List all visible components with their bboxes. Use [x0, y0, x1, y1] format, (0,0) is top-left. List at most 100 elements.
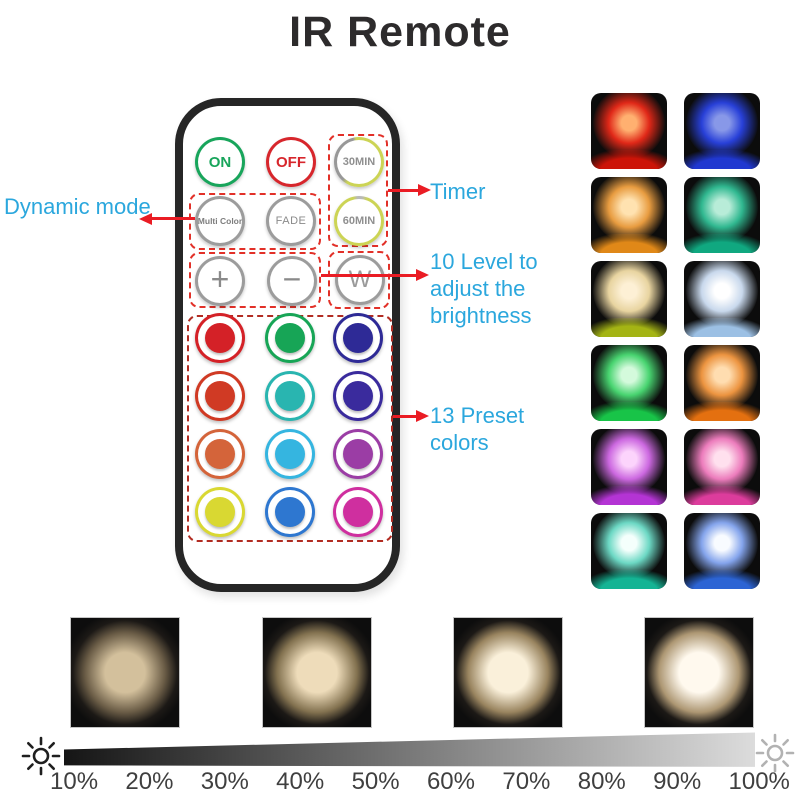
- light-reflection: [684, 402, 760, 421]
- light-reflection: [684, 570, 760, 589]
- multi-color-button[interactable]: Multi Color: [195, 196, 245, 246]
- preset-color-button-skyblue[interactable]: [265, 429, 315, 479]
- off-button[interactable]: OFF: [266, 137, 316, 187]
- light-reflection: [684, 318, 760, 337]
- scale-label: 70%: [502, 768, 551, 795]
- puck-light-glow: [686, 345, 758, 412]
- brightness-demo-photo-2: [262, 617, 372, 728]
- puck-light-glow: [686, 513, 758, 580]
- color-demo-tile-amber: [591, 177, 667, 253]
- brightness-down-button[interactable]: −: [267, 256, 317, 306]
- puck-light-glow: [593, 345, 665, 412]
- light-reflection: [591, 150, 667, 169]
- preset-color-button-teal[interactable]: [265, 371, 315, 421]
- warm-light-glow: [645, 618, 753, 727]
- preset-color-button-orange[interactable]: [195, 429, 245, 479]
- scale-label: 10%: [50, 768, 99, 795]
- brightness-demo-photo-4: [644, 617, 754, 728]
- sun-bright-icon: [755, 733, 795, 773]
- plus-label: +: [210, 261, 230, 297]
- scale-label: 100%: [728, 768, 790, 795]
- brightness-arrowhead-icon: [416, 269, 429, 281]
- preset-color-button-blue[interactable]: [265, 487, 315, 537]
- brightness-scale-labels: 10% 20% 30% 40% 50% 60% 70% 80% 90% 100%: [50, 768, 790, 796]
- color-demo-tile-red: [591, 93, 667, 169]
- multi-color-label: Multi Color: [197, 216, 243, 226]
- color-demo-tile-warm-yellow: [591, 261, 667, 337]
- fade-button[interactable]: FADE: [266, 196, 316, 246]
- scale-label: 90%: [653, 768, 702, 795]
- brightness-gradient-bar: [64, 732, 755, 767]
- scale-label: 80%: [577, 768, 626, 795]
- preset-color-button-red[interactable]: [195, 313, 245, 363]
- preset-color-button-vermilion[interactable]: [195, 371, 245, 421]
- preset-color-button-green[interactable]: [265, 313, 315, 363]
- puck-light-glow: [593, 513, 665, 580]
- dynamic-mode-arrowhead-icon: [139, 213, 152, 225]
- timer-arrowhead-icon: [418, 184, 431, 196]
- sun-dim-icon: [21, 736, 61, 776]
- puck-light-glow: [593, 177, 665, 244]
- color-demo-tile-skyblue: [684, 513, 760, 589]
- color-demo-grid: [591, 93, 760, 589]
- brightness-up-button[interactable]: +: [195, 256, 245, 306]
- preset-color-button-indigo[interactable]: [333, 371, 383, 421]
- warm-light-glow: [263, 618, 371, 727]
- off-button-label: OFF: [276, 153, 306, 171]
- light-reflection: [684, 234, 760, 253]
- color-demo-tile-teal: [684, 177, 760, 253]
- color-demo-tile-aqua: [591, 513, 667, 589]
- scale-label: 50%: [351, 768, 400, 795]
- light-reflection: [684, 150, 760, 169]
- timer-group-outline: [328, 134, 388, 247]
- color-demo-tile-cool-white: [684, 261, 760, 337]
- on-button-label: ON: [208, 153, 232, 171]
- color-demo-tile-orange: [684, 345, 760, 421]
- puck-light-glow: [593, 429, 665, 496]
- brightness-demo-photo-3: [453, 617, 563, 728]
- light-reflection: [591, 318, 667, 337]
- on-button[interactable]: ON: [195, 137, 245, 187]
- puck-light-glow: [593, 93, 665, 160]
- preset-colors-label: 13 Preset colors: [430, 403, 525, 455]
- white-button-outline: [328, 251, 390, 309]
- scale-label: 60%: [426, 768, 475, 795]
- preset-color-button-magenta[interactable]: [333, 487, 383, 537]
- scale-label: 20%: [125, 768, 174, 795]
- light-reflection: [591, 402, 667, 421]
- preset-color-button-navy[interactable]: [333, 313, 383, 363]
- timer-30min-button[interactable]: 30MIN: [334, 137, 384, 187]
- puck-light-glow: [686, 429, 758, 496]
- timer-60min-label: 60MIN: [342, 215, 376, 227]
- warm-light-glow: [454, 618, 562, 727]
- brightness-group-outline: [189, 252, 321, 308]
- minus-label: −: [282, 261, 302, 297]
- white-button-label: W: [348, 266, 372, 293]
- color-demo-tile-pink: [684, 429, 760, 505]
- scale-label: 40%: [276, 768, 325, 795]
- light-reflection: [591, 570, 667, 589]
- brightness-demo-photo-1: [70, 617, 180, 728]
- light-reflection: [591, 234, 667, 253]
- warm-light-glow: [71, 618, 179, 727]
- scale-label: 30%: [200, 768, 249, 795]
- timer-30min-label: 30MIN: [342, 156, 376, 168]
- preset-arrowhead-icon: [416, 410, 429, 422]
- white-button[interactable]: W: [335, 255, 385, 305]
- timer-label: Timer: [430, 179, 486, 204]
- preset-color-button-purple[interactable]: [333, 429, 383, 479]
- timer-60min-button[interactable]: 60MIN: [334, 196, 384, 246]
- dynamic-mode-label: Dynamic mode: [4, 194, 151, 219]
- puck-light-glow: [686, 177, 758, 244]
- color-demo-tile-blue: [684, 93, 760, 169]
- dynamic-mode-group-outline: [189, 193, 321, 250]
- preset-color-button-yellow[interactable]: [195, 487, 245, 537]
- light-reflection: [684, 486, 760, 505]
- page-title: IR Remote: [289, 8, 511, 56]
- puck-light-glow: [686, 93, 758, 160]
- color-demo-tile-violet: [591, 429, 667, 505]
- brightness-label: 10 Level to adjust the brightness: [430, 249, 538, 328]
- puck-light-glow: [593, 261, 665, 328]
- puck-light-glow: [686, 261, 758, 328]
- light-reflection: [591, 486, 667, 505]
